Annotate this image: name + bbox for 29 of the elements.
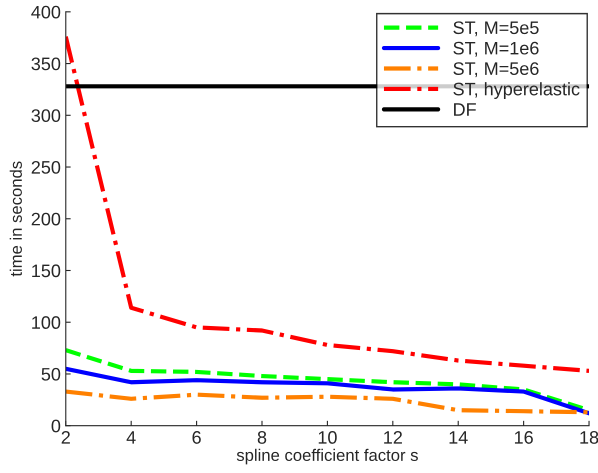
legend-label: ST, M=5e5: [453, 21, 539, 36]
legend-label: ST, M=1e6: [453, 42, 539, 57]
x-tick-label: 4: [126, 431, 136, 444]
x-axis-title: spline coefficient factor s: [236, 448, 418, 464]
legend-label: ST, M=5e6: [453, 62, 539, 78]
line-series: [66, 348, 590, 412]
x-tick-label: 12: [384, 431, 402, 444]
y-tick-label: 50: [42, 368, 60, 381]
y-tick-label: 250: [32, 160, 60, 174]
line-series: [66, 366, 590, 416]
x-tick-label: 18: [580, 431, 598, 444]
x-tick-label: 8: [258, 431, 266, 444]
y-tick-label: 200: [32, 212, 60, 226]
line-series: [66, 389, 590, 414]
y-tick-label: 400: [31, 6, 60, 19]
x-tick-label: 2: [62, 431, 70, 444]
x-tick-label: 14: [450, 431, 468, 444]
x-tick-label: 6: [192, 431, 201, 444]
x-tick-label: 16: [514, 431, 533, 444]
legend-label: ST, hyperelastic: [453, 82, 580, 100]
y-tick-label: 150: [32, 264, 60, 278]
y-tick-label: 100: [32, 316, 60, 329]
y-tick-label: 350: [31, 57, 60, 70]
line-series: [66, 34, 590, 373]
legend-label: DF: [454, 103, 476, 116]
y-axis-title: time in seconds: [10, 161, 22, 276]
x-tick-label: 10: [318, 431, 337, 444]
y-tick-label: 300: [31, 109, 60, 122]
y-tick-label: 0: [52, 420, 60, 432]
